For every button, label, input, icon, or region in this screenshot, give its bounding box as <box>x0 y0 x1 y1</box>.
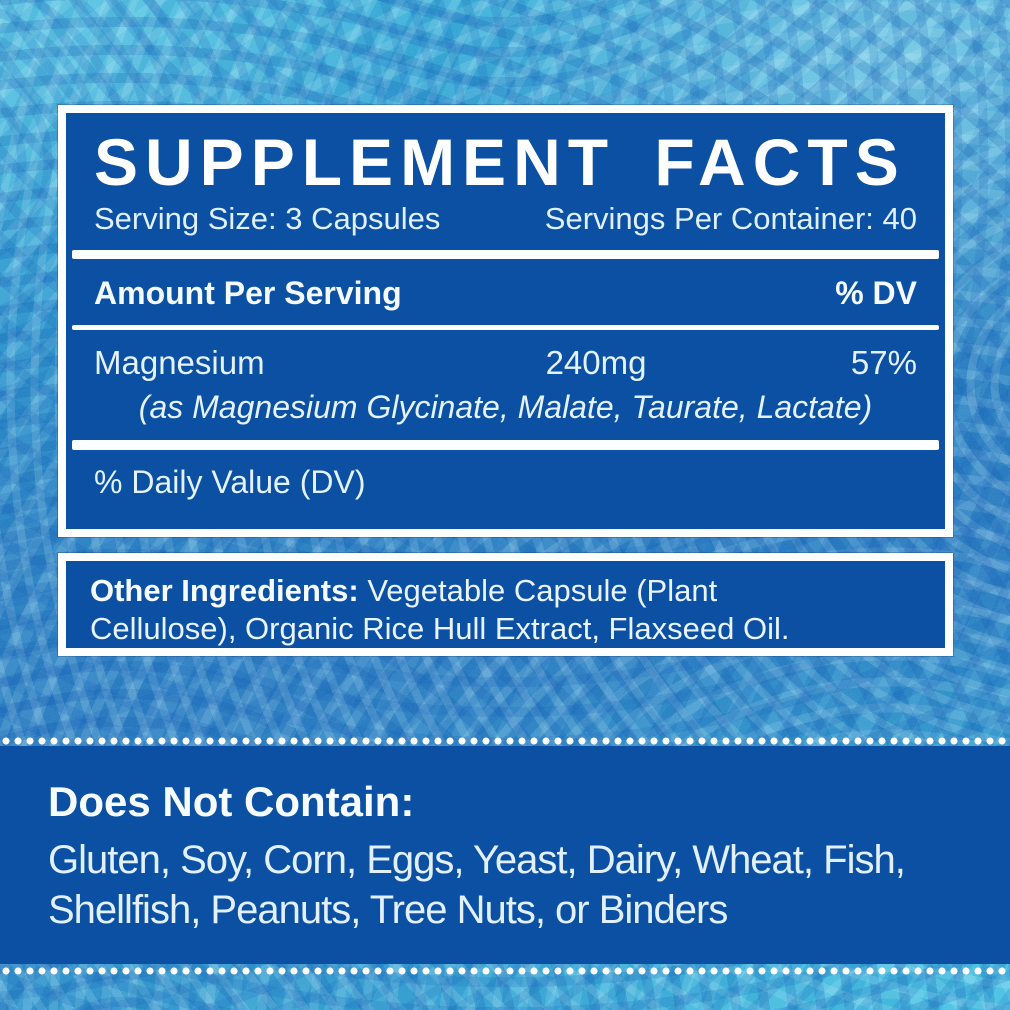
dotted-divider-bottom <box>0 966 1010 976</box>
serving-info-row: Serving Size: 3 Capsules Servings Per Co… <box>94 201 917 237</box>
percent-dv-label: % DV <box>835 275 917 311</box>
nutrient-source-note: (as Magnesium Glycinate, Malate, Taurate… <box>138 389 873 425</box>
servings-per-container: Servings Per Container: 40 <box>544 201 917 236</box>
divider-thin <box>72 325 939 330</box>
other-ingredients-line-1: Other Ingredients: Vegetable Capsule (Pl… <box>90 572 921 610</box>
does-not-contain-line-1: Gluten, Soy, Corn, Eggs, Yeast, Dairy, W… <box>48 838 906 882</box>
does-not-contain-band: Does Not Contain: Gluten, Soy, Corn, Egg… <box>0 746 1010 964</box>
other-ingredients-text-1: Vegetable Capsule (Plant <box>367 573 718 608</box>
nutrient-amount: 240mg <box>545 344 647 381</box>
panel-title: SUPPLEMENT FACTS <box>94 125 906 199</box>
nutrient-name: Magnesium <box>94 344 265 381</box>
does-not-contain-line-2: Shellfish, Peanuts, Tree Nuts, or Binder… <box>48 888 728 932</box>
serving-size: Serving Size: 3 Capsules <box>94 201 441 236</box>
nutrient-row-magnesium: Magnesium 240mg 57% <box>94 346 917 380</box>
nutrient-dv: 57% <box>850 344 917 381</box>
other-ingredients-label: Other Ingredients: <box>90 573 359 608</box>
supplement-facts-panel: SUPPLEMENT FACTS Serving Size: 3 Capsule… <box>58 105 953 537</box>
other-ingredients-line-2: Cellulose), Organic Rice Hull Extract, F… <box>90 611 790 646</box>
divider-thick-bottom <box>72 440 939 450</box>
amount-per-serving-label: Amount Per Serving <box>94 275 402 311</box>
facts-header-row: Amount Per Serving % DV <box>94 276 917 310</box>
does-not-contain-label: Does Not Contain: <box>48 778 415 825</box>
divider-thick <box>72 250 939 259</box>
daily-value-footnote: % Daily Value (DV) <box>94 464 366 500</box>
dotted-divider-top <box>0 736 1010 746</box>
other-ingredients-panel: Other Ingredients: Vegetable Capsule (Pl… <box>58 553 953 656</box>
